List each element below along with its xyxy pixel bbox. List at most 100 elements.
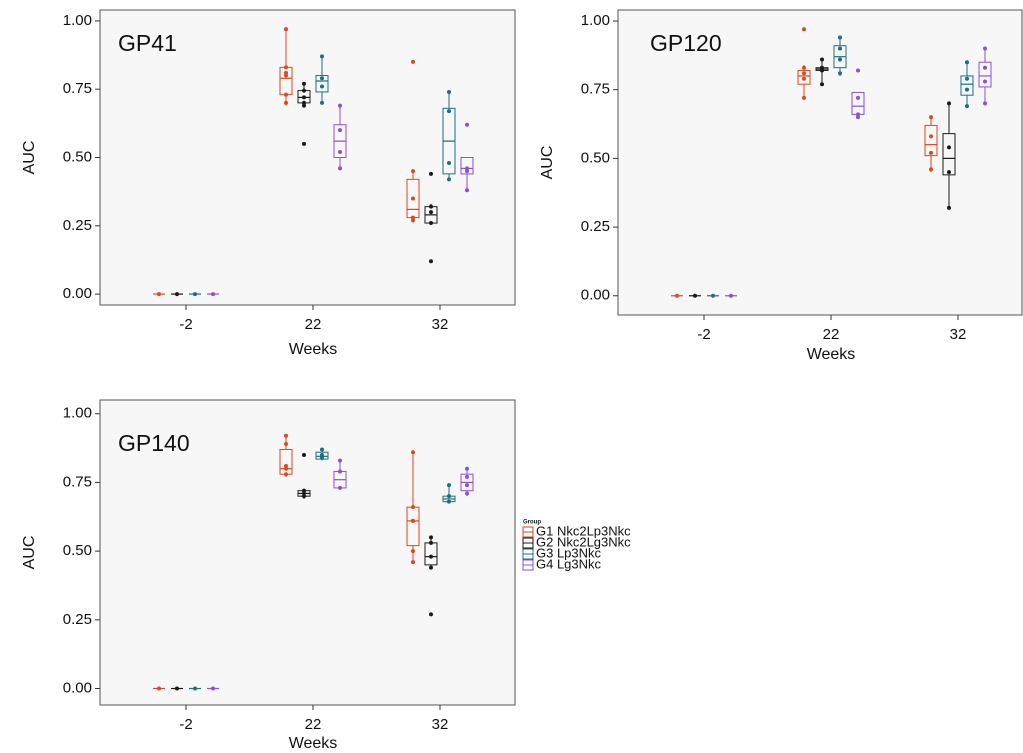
x-tick-label: -2	[697, 326, 710, 343]
x-tick-label: 22	[823, 326, 840, 343]
x-tick-label: -2	[179, 716, 192, 733]
data-point	[838, 35, 842, 40]
data-point	[320, 452, 324, 457]
data-point	[929, 115, 933, 120]
data-point	[302, 141, 306, 146]
data-point	[693, 293, 697, 298]
data-point	[465, 188, 469, 193]
data-point	[320, 447, 324, 452]
data-point	[284, 472, 288, 477]
data-point	[465, 483, 469, 488]
y-tick-label: 0.50	[63, 148, 92, 165]
data-point	[947, 101, 951, 106]
data-point	[302, 81, 306, 86]
data-point	[302, 452, 306, 457]
data-point	[465, 491, 469, 496]
data-point	[320, 100, 324, 105]
data-point	[429, 210, 433, 215]
data-point	[284, 433, 288, 438]
data-point	[411, 505, 415, 510]
data-point	[429, 221, 433, 226]
data-point	[411, 450, 415, 455]
data-point	[302, 95, 306, 100]
data-point	[338, 469, 342, 474]
data-point	[175, 292, 179, 297]
data-point	[820, 82, 824, 87]
y-tick-label: 0.50	[63, 542, 92, 559]
plot-panel	[99, 9, 516, 306]
data-point	[211, 292, 215, 297]
data-point	[838, 71, 842, 76]
data-point	[193, 292, 197, 297]
data-point	[820, 57, 824, 62]
data-point	[447, 494, 451, 499]
data-point	[947, 145, 951, 150]
data-point	[856, 95, 860, 100]
data-point	[965, 104, 969, 109]
data-point	[429, 171, 433, 176]
data-point	[820, 68, 824, 73]
data-point	[802, 27, 806, 32]
data-point	[856, 68, 860, 73]
box	[315, 75, 329, 93]
data-point	[284, 27, 288, 32]
data-point	[338, 485, 342, 490]
data-point	[802, 76, 806, 81]
legend-label: G4 Lg3Nkc	[536, 556, 602, 571]
data-point	[447, 499, 451, 504]
y-tick-label: 0.00	[63, 285, 92, 302]
data-point	[429, 540, 433, 545]
data-point	[429, 535, 433, 540]
data-point	[284, 463, 288, 468]
data-point	[856, 112, 860, 117]
data-point	[983, 79, 987, 84]
data-point	[983, 65, 987, 70]
data-point	[965, 76, 969, 81]
x-tick-label: 22	[305, 316, 322, 333]
data-point	[175, 686, 179, 691]
data-point	[320, 455, 324, 460]
box	[797, 69, 811, 85]
data-point	[284, 92, 288, 97]
data-point	[338, 103, 342, 108]
data-point	[465, 169, 469, 174]
data-point	[411, 218, 415, 223]
data-point	[802, 65, 806, 70]
y-tick-label: 1.00	[63, 405, 92, 422]
legend-title: Group	[523, 520, 541, 526]
chart-title: GP140	[118, 430, 190, 456]
data-point	[411, 549, 415, 554]
data-point	[320, 76, 324, 81]
x-axis-label: Weeks	[289, 341, 338, 358]
data-point	[838, 57, 842, 62]
data-point	[411, 169, 415, 174]
data-point	[411, 560, 415, 565]
data-point	[465, 122, 469, 127]
data-point	[302, 491, 306, 496]
y-axis-label: AUC	[539, 146, 556, 180]
data-point	[965, 87, 969, 92]
x-tick-label: 32	[950, 326, 967, 343]
x-tick-label: 32	[432, 316, 449, 333]
data-point	[820, 65, 824, 70]
data-point	[411, 518, 415, 523]
data-point	[338, 128, 342, 133]
y-tick-label: 0.25	[581, 218, 610, 235]
data-point	[157, 292, 161, 297]
y-tick-label: 0.25	[63, 611, 92, 628]
y-tick-label: 1.00	[581, 12, 610, 29]
y-tick-label: 0.75	[63, 80, 92, 97]
data-point	[802, 71, 806, 76]
box	[924, 124, 938, 157]
data-point	[838, 46, 842, 51]
data-point	[965, 60, 969, 65]
x-tick-label: -2	[179, 316, 192, 333]
data-point	[302, 88, 306, 93]
data-point	[284, 65, 288, 70]
legend-label: G3 Lp3Nkc	[536, 545, 602, 560]
box	[460, 157, 474, 175]
data-point	[320, 54, 324, 59]
data-point	[320, 84, 324, 89]
x-axis-label: Weeks	[289, 735, 338, 752]
data-point	[429, 612, 433, 617]
